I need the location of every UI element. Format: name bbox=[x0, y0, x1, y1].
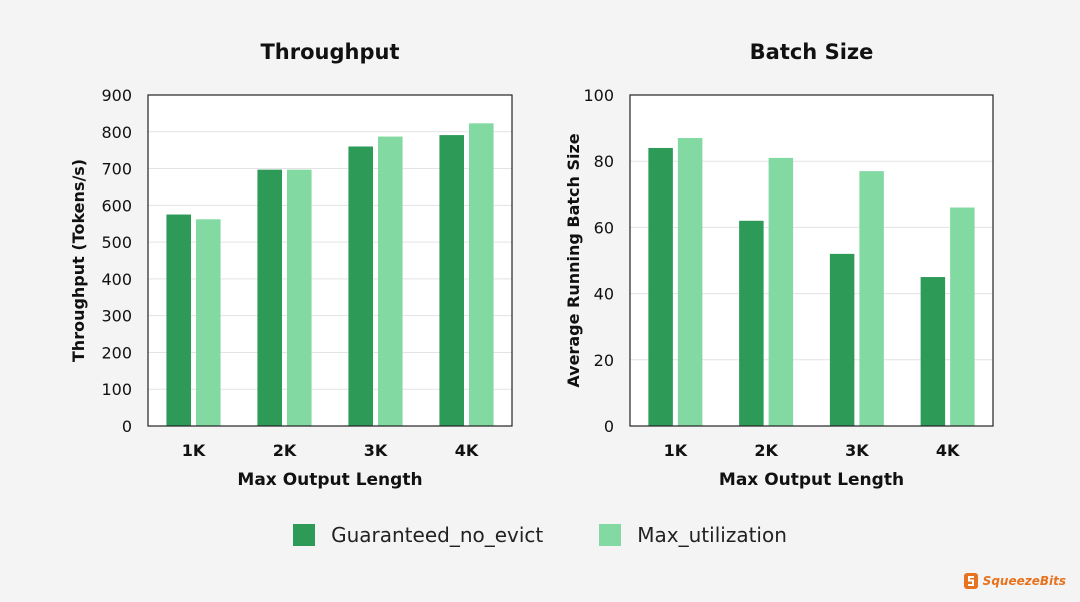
legend: Guaranteed_no_evict Max_utilization bbox=[0, 520, 1080, 550]
x-tick-label-throughput-1K: 1K bbox=[182, 441, 206, 460]
bar-throughput-max-utilization-3K bbox=[378, 136, 403, 426]
legend-label-guaranteed: Guaranteed_no_evict bbox=[331, 523, 544, 547]
squeezebits-logo-icon bbox=[963, 573, 978, 589]
legend-label-max-utilization: Max_utilization bbox=[637, 523, 787, 547]
bar-batch-size-guaranteed-3K bbox=[829, 253, 855, 426]
bar-throughput-guaranteed-2K bbox=[257, 169, 282, 427]
x-tick-label-throughput-2K: 2K bbox=[273, 441, 297, 460]
bar-throughput-guaranteed-4K bbox=[439, 135, 464, 427]
bar-batch-size-guaranteed-1K bbox=[648, 147, 673, 426]
bar-batch-size-max-utilization-4K bbox=[950, 207, 975, 426]
plot-frame-batch-size bbox=[629, 94, 994, 427]
y-tick-label-throughput-3: 300 bbox=[101, 307, 132, 326]
y-tick-label-batch-size-3: 60 bbox=[594, 218, 614, 237]
brand-name: SqueezeBits bbox=[982, 574, 1066, 588]
x-tick-label-batch-size-4K: 4K bbox=[936, 441, 960, 460]
legend-item-max-utilization: Max_utilization bbox=[599, 523, 787, 547]
bar-batch-size-max-utilization-3K bbox=[859, 171, 884, 426]
bar-throughput-max-utilization-4K bbox=[469, 123, 494, 427]
x-tick-label-batch-size-3K: 3K bbox=[845, 441, 869, 460]
y-tick-label-throughput-7: 700 bbox=[101, 160, 132, 179]
x-tick-label-throughput-3K: 3K bbox=[364, 441, 388, 460]
bar-throughput-guaranteed-3K bbox=[348, 146, 373, 426]
y-tick-label-throughput-6: 600 bbox=[101, 196, 132, 215]
y-tick-label-throughput-1: 100 bbox=[101, 380, 132, 399]
brand-watermark: SqueezeBits bbox=[963, 572, 1066, 590]
bar-batch-size-max-utilization-2K bbox=[768, 157, 794, 426]
y-tick-label-batch-size-5: 100 bbox=[583, 86, 614, 105]
y-tick-label-batch-size-0: 0 bbox=[604, 417, 614, 436]
chart-title-throughput: Throughput bbox=[260, 40, 399, 64]
y-axis-label-throughput: Throughput (Tokens/s) bbox=[69, 159, 88, 362]
bar-throughput-max-utilization-2K bbox=[287, 169, 312, 427]
bar-batch-size-guaranteed-4K bbox=[920, 277, 946, 426]
chart-batch-size: 1K 2K 3K 4K 0 20 40 60 80 100 Batch Size Max Output… bbox=[564, 40, 994, 490]
x-tick-label-batch-size-1K: 1K bbox=[664, 441, 688, 460]
legend-item-guaranteed: Guaranteed_no_evict bbox=[293, 523, 543, 547]
x-axis-label-batch-size: Max Output Length bbox=[719, 470, 904, 490]
bar-batch-size-guaranteed-2K bbox=[739, 220, 764, 426]
y-tick-label-throughput-9: 900 bbox=[101, 86, 132, 105]
y-axis-label-batch-size: Average Running Batch Size bbox=[564, 133, 583, 387]
y-tick-label-throughput-2: 200 bbox=[101, 343, 132, 362]
y-tick-label-throughput-0: 0 bbox=[122, 417, 132, 436]
legend-swatch-guaranteed bbox=[293, 524, 316, 546]
x-tick-label-throughput-4K: 4K bbox=[455, 441, 479, 460]
plot-frame-throughput bbox=[147, 94, 513, 427]
y-tick-label-throughput-5: 500 bbox=[101, 233, 132, 252]
bar-batch-size-max-utilization-1K bbox=[677, 138, 703, 426]
bar-throughput-guaranteed-1K bbox=[166, 214, 191, 426]
y-tick-label-throughput-8: 800 bbox=[101, 123, 132, 142]
x-tick-label-batch-size-2K: 2K bbox=[754, 441, 778, 460]
y-tick-label-batch-size-4: 80 bbox=[594, 152, 614, 171]
y-tick-label-throughput-4: 400 bbox=[101, 270, 132, 289]
y-tick-label-batch-size-2: 40 bbox=[594, 285, 614, 304]
y-tick-label-batch-size-1: 20 bbox=[594, 351, 614, 370]
chart-title-batch-size: Batch Size bbox=[750, 40, 874, 64]
legend-swatch-max-utilization bbox=[599, 524, 622, 546]
bar-throughput-max-utilization-1K bbox=[196, 219, 221, 426]
x-axis-label-throughput: Max Output Length bbox=[237, 470, 422, 490]
chart-throughput: 1K 2K 3K 4K 0 100 200 300 400 500 600 700 800 900 Thro… bbox=[69, 40, 513, 490]
